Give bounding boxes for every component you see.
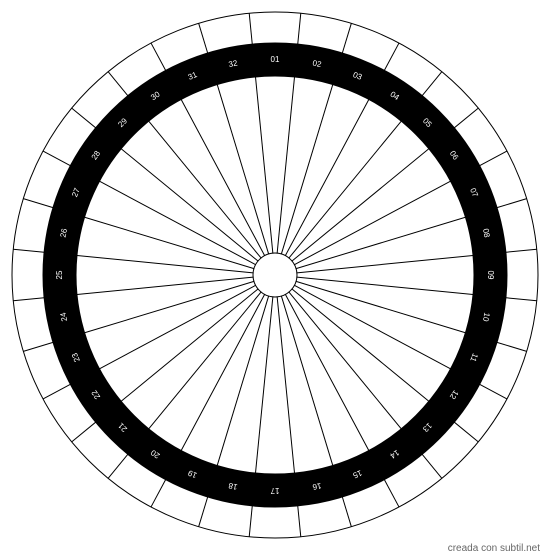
dial-label: 09 bbox=[486, 271, 495, 280]
radial-dial: 0102030405060708091011121314151617181920… bbox=[0, 0, 550, 550]
footer-credit: creada con subtil.net bbox=[448, 543, 540, 554]
dial-label: 25 bbox=[55, 270, 64, 279]
dial-label: 17 bbox=[270, 486, 279, 495]
dial-label: 01 bbox=[271, 55, 280, 64]
